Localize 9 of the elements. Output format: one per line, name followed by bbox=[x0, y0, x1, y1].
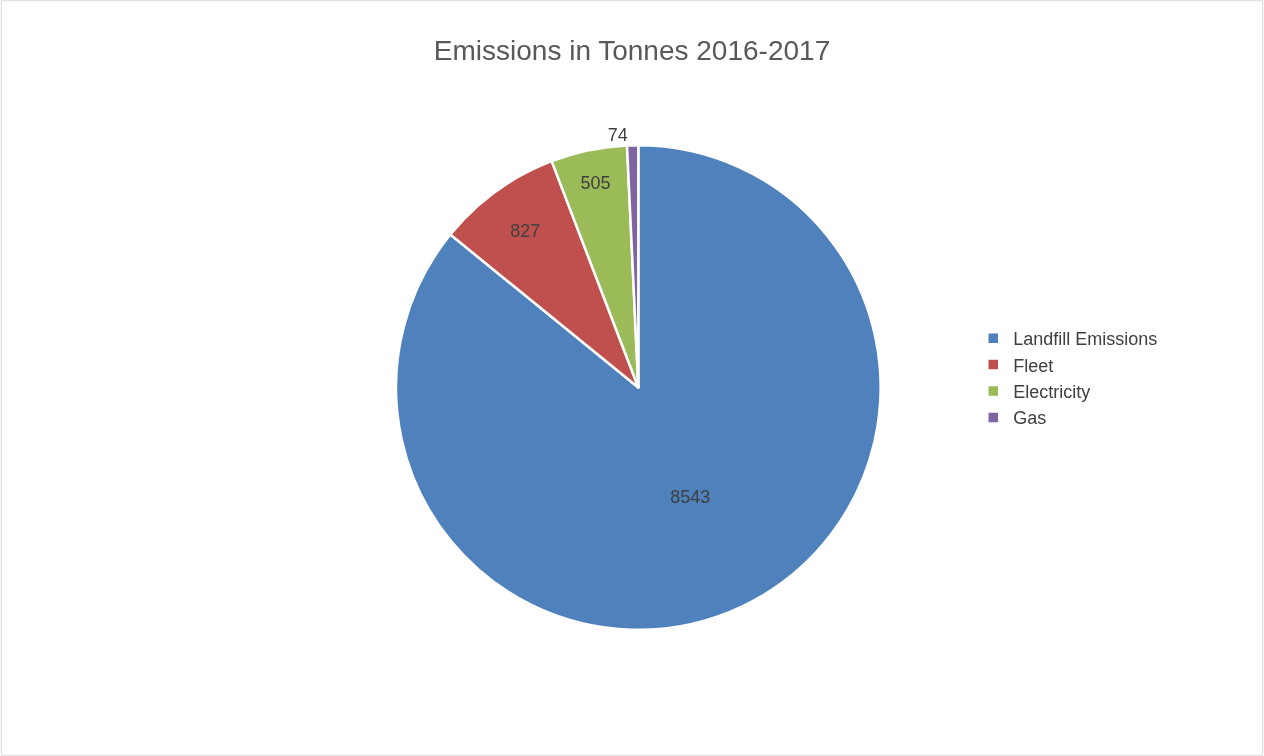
legend-label: Landfill Emissions bbox=[1013, 329, 1158, 350]
legend-label: Fleet bbox=[1013, 355, 1054, 376]
data-label: 74 bbox=[607, 125, 628, 146]
chart-title: Emissions in Tonnes 2016-2017 bbox=[433, 34, 831, 66]
legend-label: Electricity bbox=[1013, 382, 1091, 403]
data-label: 505 bbox=[580, 172, 611, 193]
data-label: 8543 bbox=[670, 486, 711, 507]
data-label: 827 bbox=[510, 221, 541, 242]
legend-label: Gas bbox=[1013, 408, 1047, 429]
